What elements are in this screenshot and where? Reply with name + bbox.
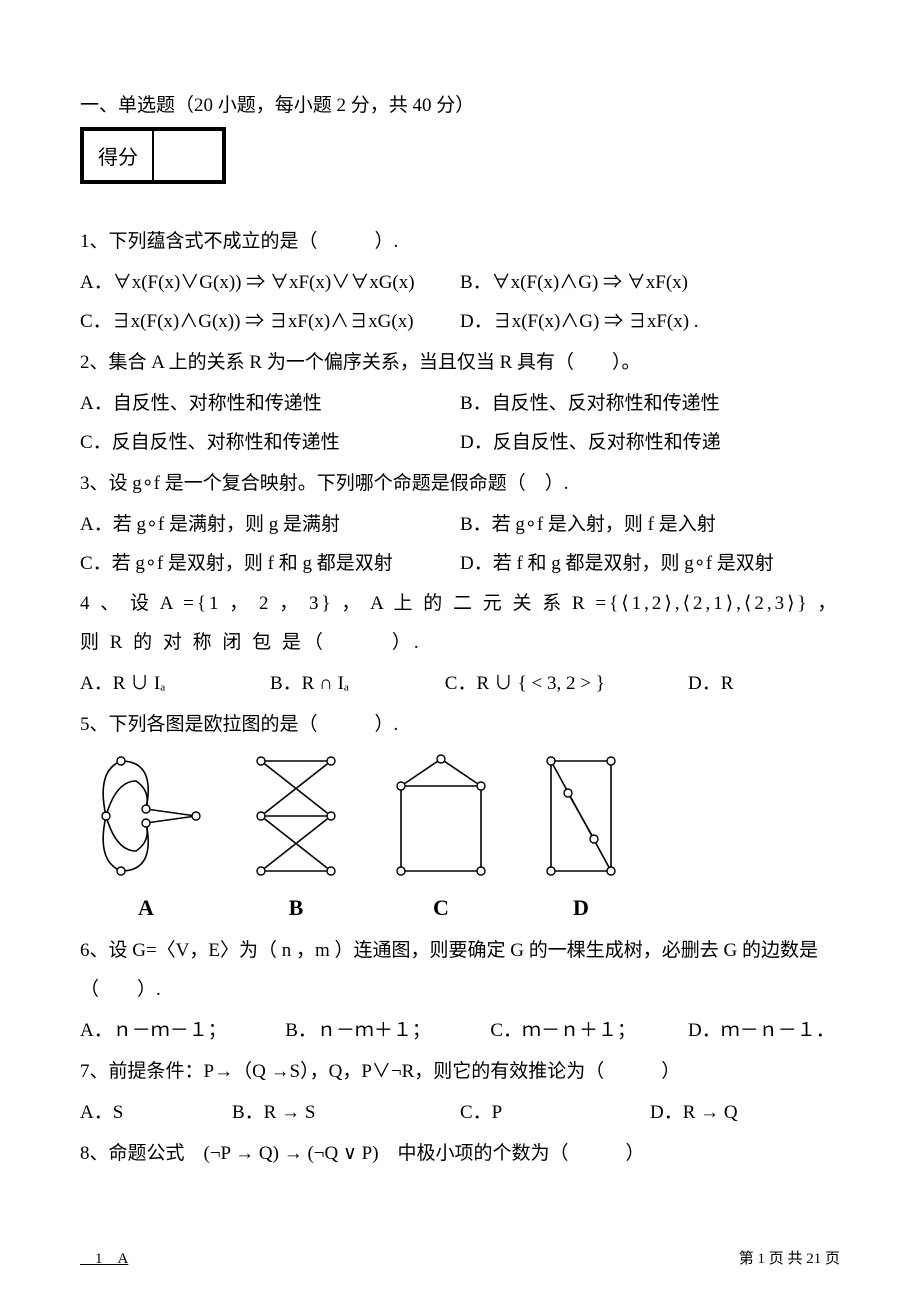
q3-option-b: B．若 g∘f 是入射，则 f 是入射 [460, 506, 840, 545]
q7-option-d: D．R → Q [650, 1094, 840, 1133]
score-blank [153, 130, 223, 181]
q2-option-d: D．反自反性、反对称性和传递 [460, 424, 840, 463]
q8-stem: 8、命题公式 (¬P → Q) → (¬Q ∨ P) 中极小项的个数为（ ） [80, 1135, 840, 1174]
q5-stem: 5、下列各图是欧拉图的是（ ）. [80, 706, 840, 745]
q1-option-d: D．∃x(F(x)∧G) ⇒ ∃xF(x) . [460, 303, 840, 342]
q6-option-d: D．ｍ－ｎ－１． [688, 1012, 840, 1051]
q5-label-d: D [536, 885, 626, 930]
q2-stem: 2、集合 A 上的关系 R 为一个偏序关系，当且仅当 R 具有（ ）。 [80, 344, 840, 383]
q3-option-a: A．若 g∘f 是满射，则 g 是满射 [80, 506, 460, 545]
q6-stem: 6、设 G=〈V，E〉为（ n ，m ）连通图，则要确定 G 的一棵生成树，必删… [80, 932, 840, 1010]
q5-graph-a: A [86, 751, 206, 930]
q2-option-c: C．反自反性、对称性和传递性 [80, 424, 460, 463]
q5-graphs: A [86, 751, 840, 930]
q1-option-c: C．∃x(F(x)∧G(x)) ⇒ ∃xF(x)∧∃xG(x) [80, 303, 460, 342]
q4-stem: 4 、 设 A ={1 ， 2 ， 3} ， A 上 的 二 元 关 系 R =… [80, 585, 840, 663]
q5-graph-b: B [246, 751, 346, 930]
q4-option-d: D．R [688, 665, 840, 704]
questions: 1、下列蕴含式不成立的是（ ）. A．∀x(F(x)∨G(x)) ⇒ ∀xF(x… [80, 223, 840, 1174]
q7-option-c: C．P [460, 1094, 650, 1133]
q5-label-b: B [246, 885, 346, 930]
q2-option-a: A．自反性、对称性和传递性 [80, 385, 460, 424]
footer-right: 第 1 页 共 21 页 [739, 1247, 840, 1268]
q1-option-b: B．∀x(F(x)∧G) ⇒ ∀xF(x) [460, 264, 840, 303]
q4-option-b: B．R ∩ Iₐ [270, 665, 445, 704]
q5-label-a: A [86, 885, 206, 930]
q3-option-c: C．若 g∘f 是双射，则 f 和 g 都是双射 [80, 545, 460, 584]
q4-option-a: A．R ∪ Iₐ [80, 665, 270, 704]
score-box: 得分 [80, 127, 226, 184]
q6-option-b: B．ｎ－ｍ＋１； [285, 1012, 490, 1051]
q5-graph-d: D [536, 751, 626, 930]
score-label: 得分 [83, 130, 153, 181]
q1-option-a: A．∀x(F(x)∨G(x)) ⇒ ∀xF(x)∨∀xG(x) [80, 264, 460, 303]
q4-option-c: C．R ∪ { < 3, 2 > } [445, 665, 688, 704]
q6-option-a: A．ｎ－ｍ－１； [80, 1012, 285, 1051]
q5-graph-c: C [386, 751, 496, 930]
q2-option-b: B．自反性、反对称性和传递性 [460, 385, 840, 424]
exam-page: 一、单选题（20 小题，每小题 2 分，共 40 分） 得分 1、下列蕴含式不成… [0, 0, 920, 1302]
q7-stem: 7、前提条件：P→（Q →S），Q，P∨¬R，则它的有效推论为（ ） [80, 1053, 840, 1092]
footer-left: 1 A [80, 1247, 128, 1268]
q6-option-c: C．ｍ－ｎ＋１； [490, 1012, 688, 1051]
q1-stem: 1、下列蕴含式不成立的是（ ）. [80, 223, 840, 262]
q3-stem: 3、设 g∘f 是一个复合映射。下列哪个命题是假命题（ ）. [80, 465, 840, 504]
page-footer: 1 A 第 1 页 共 21 页 [80, 1247, 840, 1268]
q3-option-d: D．若 f 和 g 都是双射，则 g∘f 是双射 [460, 545, 840, 584]
q7-option-b: B．R → S [232, 1094, 460, 1133]
section-title: 一、单选题（20 小题，每小题 2 分，共 40 分） [80, 90, 840, 117]
q5-label-c: C [386, 885, 496, 930]
q7-option-a: A．S [80, 1094, 232, 1133]
